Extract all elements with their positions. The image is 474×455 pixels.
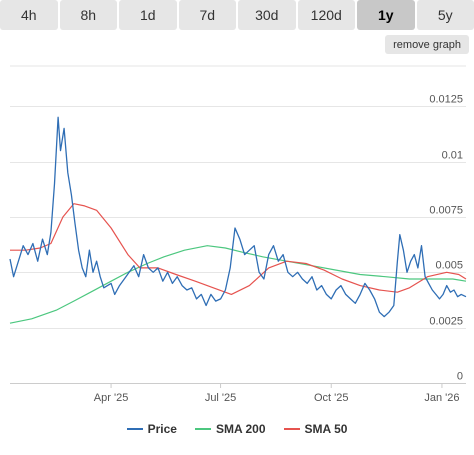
- legend-item-price[interactable]: Price: [126, 422, 177, 436]
- chart-legend: Price SMA 200 SMA 50: [0, 418, 474, 440]
- y-tick-label: 0.0075: [429, 205, 463, 217]
- tab-1d[interactable]: 1d: [119, 0, 177, 30]
- series-line-sma200: [9, 245, 467, 324]
- y-tick-label: 0.005: [435, 260, 463, 272]
- tab-8h[interactable]: 8h: [59, 0, 117, 30]
- legend-item-sma200[interactable]: SMA 200: [194, 422, 266, 436]
- legend-label-sma200: SMA 200: [215, 422, 266, 436]
- series-line-price: [9, 116, 467, 318]
- y-tick-label: 0.0125: [429, 94, 463, 106]
- tab-30d[interactable]: 30d: [238, 0, 296, 30]
- x-tick-label: Apr '25: [94, 392, 129, 404]
- tab-7d[interactable]: 7d: [178, 0, 236, 30]
- remove-graph-button[interactable]: remove graph: [385, 35, 469, 54]
- series-line-sma50: [10, 203, 467, 295]
- x-tick-label: Jul '25: [205, 392, 236, 404]
- legend-swatch-price: [126, 428, 143, 430]
- y-tick-label: 0: [457, 371, 463, 383]
- legend-label-sma50: SMA 50: [304, 422, 348, 436]
- tab-1y[interactable]: 1y: [357, 0, 415, 30]
- tab-120d[interactable]: 120d: [297, 0, 355, 30]
- x-tick-label: Oct '25: [314, 392, 349, 404]
- tab-4h[interactable]: 4h: [0, 0, 58, 30]
- legend-swatch-sma50: [283, 428, 300, 430]
- legend-swatch-sma200: [194, 428, 211, 430]
- tab-5y[interactable]: 5y: [416, 0, 474, 30]
- time-range-tabs: 4h 8h 1d 7d 30d 120d 1y 5y: [0, 0, 474, 30]
- x-tick-label: Jan '26: [424, 392, 459, 404]
- y-tick-label: 0.0025: [429, 316, 463, 328]
- legend-label-price: Price: [147, 422, 177, 436]
- y-tick-label: 0.01: [442, 150, 463, 162]
- legend-item-sma50[interactable]: SMA 50: [283, 422, 348, 436]
